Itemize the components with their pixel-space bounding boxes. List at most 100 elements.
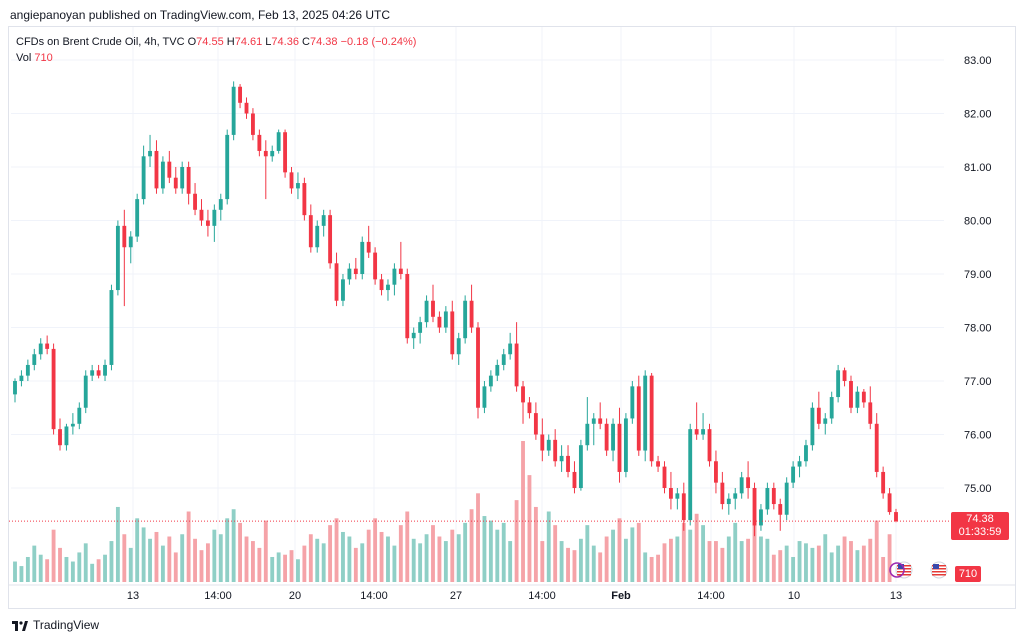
y-tick-label: 79.00 [964,269,992,281]
volume-bar [424,534,429,582]
volume-bar [443,541,448,582]
y-tick-label: 75.00 [964,483,992,495]
candle-body [784,482,789,515]
volume-bar [572,550,577,582]
candle-body [488,375,493,387]
candle-body [630,386,635,419]
x-tick-label: 20 [289,590,301,602]
candle-body [759,509,763,526]
last-price-value: 74.38 [966,513,994,525]
x-tick-label: 10 [788,590,800,602]
candle-body [212,209,217,226]
volume-bar [19,566,24,582]
candle-body [334,263,339,301]
volume-bar [212,529,217,582]
volume-bar [482,516,487,582]
volume-bar [836,545,841,582]
candle-body [263,150,268,157]
candle-body [804,445,808,462]
candle-body [296,183,300,189]
candle-body [160,161,165,189]
volume-bar [810,547,815,582]
volume-bar [566,547,570,582]
candle-body [218,199,223,210]
legend-ohlc-line: CFDs on Brent Crude Oil, 4h, TVC O74.55 … [16,34,416,50]
candle-body [251,113,255,135]
volume-bar [456,534,461,582]
volume-bar [855,550,860,582]
legend-symbol: CFDs on Brent Crude Oil, 4h, TVC [16,36,185,48]
volume-bar [283,554,288,582]
volume-bar [559,541,564,582]
candle-body [681,493,686,521]
legend-volume-line: Vol 710 [16,50,416,66]
candle-body [842,370,847,381]
candle-body [205,220,210,226]
candle-body [141,156,146,200]
candle-body [598,418,603,424]
volume-bar [225,518,230,582]
volume-bar [707,541,712,582]
legend-open-label: O [187,36,197,48]
candle-body [887,493,892,513]
volume-bar [122,534,127,582]
candle-body [257,134,262,151]
candle-body [514,343,519,387]
volume-bar [341,531,345,582]
candle-body [77,407,82,424]
volume-bar [868,538,873,582]
candle-body [51,348,56,430]
candle-body [636,386,641,451]
candle-body [752,488,757,526]
candle-body [623,418,628,472]
volume-bar [289,550,294,582]
volume-bar [386,536,390,582]
volume-bar [450,529,455,582]
candle-body [572,471,577,488]
candle-body [443,311,448,328]
candle-body [585,423,590,446]
candle-body [193,193,197,210]
candle-body [662,466,667,488]
candle-body [392,268,397,285]
candlestick-chart[interactable]: 83.00 82.00 81.00 80.00 79.00 78.00 77.00 76.00… [9,27,1015,608]
candle-body [559,455,564,462]
legend-vol-value: 710 [34,52,53,64]
legend-close: 74.38 [309,36,338,48]
y-tick-label: 82.00 [964,109,992,121]
volume-bar [720,547,725,582]
volume-bar [540,541,545,582]
candle-body [533,413,538,435]
candle-body [238,86,243,103]
volume-bar [411,538,416,582]
candle-body [476,327,480,408]
candle-body [276,132,281,151]
volume-bar [765,538,770,582]
volume-bar [328,525,333,582]
volume-bar [353,547,358,582]
volume-bar [25,556,30,582]
candle-body [437,316,442,328]
volume-bar [630,527,635,582]
candle-body [810,407,815,446]
tradingview-logo[interactable]: TradingView [12,618,99,632]
candle-body [180,167,185,189]
y-tick-label: 77.00 [964,376,992,388]
volume-bar [238,522,243,582]
volume-bar [296,559,300,582]
legend-low: 74.36 [271,36,299,48]
candle-body [501,354,506,365]
chart-frame[interactable]: 83.00 82.00 81.00 80.00 79.00 78.00 77.00 76.00… [8,26,1016,609]
economic-event-flag-icon[interactable] [930,561,948,579]
candle-body [386,284,390,291]
candle-body [733,493,738,499]
candle-body [739,477,744,494]
candle-body [154,150,159,189]
candle-body [38,343,43,355]
candle-body [778,504,783,515]
candle-body [321,215,326,226]
volume-bar [611,529,615,582]
volume-bar [115,506,120,582]
volume-bar [244,536,249,582]
volume-bar [546,511,551,582]
